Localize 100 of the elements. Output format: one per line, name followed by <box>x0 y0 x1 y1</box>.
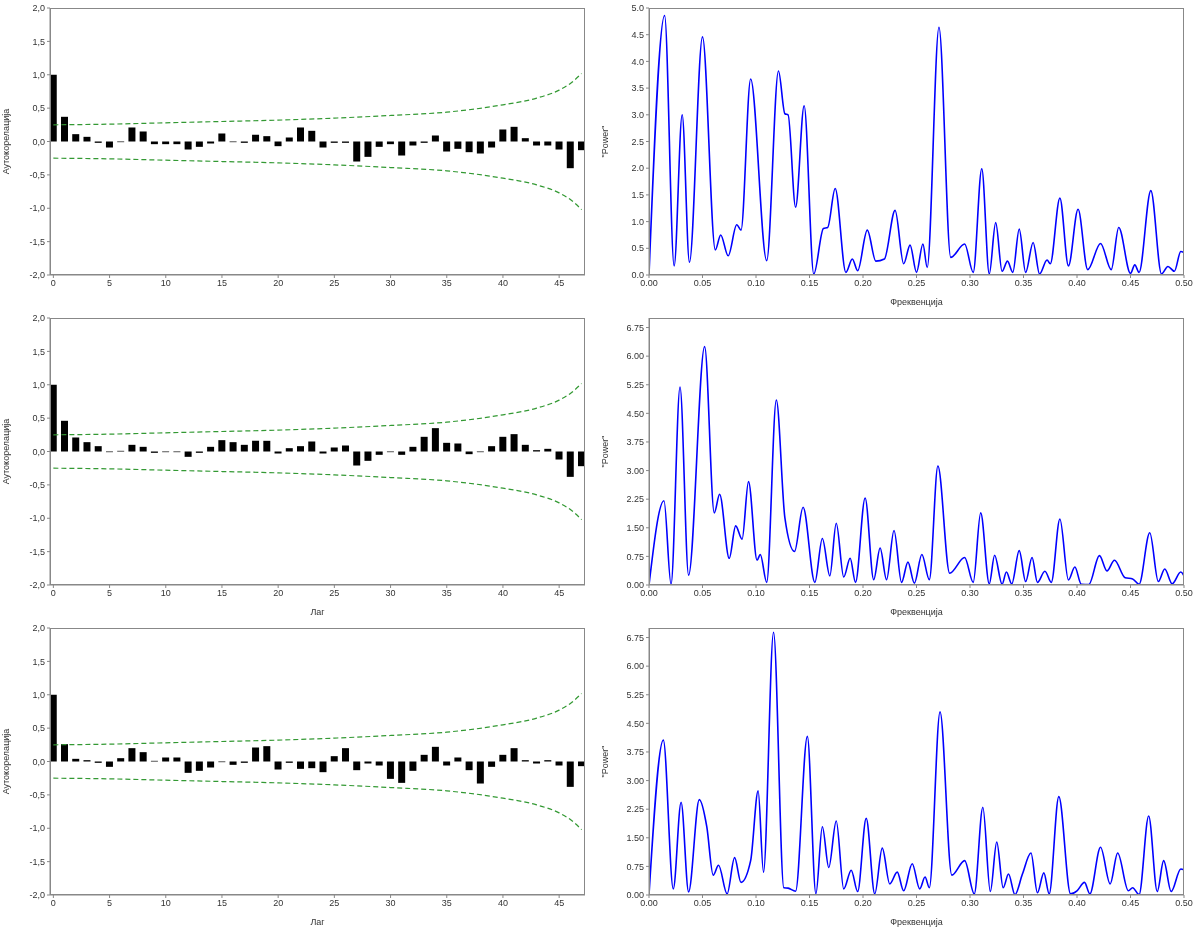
bar <box>533 141 541 146</box>
x-tick-label: 0.20 <box>854 588 872 599</box>
bar <box>297 446 305 452</box>
x-axis-title: Лаг <box>310 607 326 617</box>
bar <box>510 748 518 762</box>
x-tick-label: 10 <box>160 278 171 289</box>
x-axis-title: Лаг <box>310 917 326 927</box>
x-tick-label: 0.00 <box>640 278 658 289</box>
bar <box>353 451 361 466</box>
bar <box>386 761 394 779</box>
bar <box>184 761 192 773</box>
bar <box>488 446 496 452</box>
y-tick-label: 6.75 <box>626 322 644 333</box>
bar <box>229 442 237 452</box>
bar <box>398 761 406 783</box>
line-series <box>52 692 583 746</box>
bar <box>521 138 529 142</box>
bar <box>128 748 136 762</box>
bar <box>72 437 80 452</box>
y-tick-label: 5.0 <box>631 3 644 14</box>
y-tick-label: -2,0 <box>29 580 45 591</box>
y-tick-label: 0.75 <box>626 551 644 562</box>
bar <box>431 746 439 762</box>
bar <box>375 451 383 455</box>
x-tick-label: 0.30 <box>961 588 979 599</box>
x-tick-label: 0.05 <box>693 278 712 289</box>
y-tick-label: 0.00 <box>626 580 644 591</box>
bar <box>443 761 451 766</box>
y-axis-title: Аутокорелација <box>1 728 12 795</box>
y-tick-label: 2.25 <box>626 494 644 505</box>
x-tick-label: 0 <box>50 588 56 599</box>
bar <box>398 451 406 455</box>
bar <box>499 129 507 142</box>
bar <box>476 141 484 154</box>
bar <box>218 440 226 452</box>
y-tick-label: 1.5 <box>631 190 644 201</box>
y-tick-label: 1,5 <box>32 656 45 667</box>
y-tick-label: 3.75 <box>626 747 644 758</box>
y-tick-label: 1,0 <box>32 69 45 80</box>
bar <box>510 434 518 452</box>
line-series <box>52 157 583 211</box>
x-tick-label: 0 <box>50 898 56 909</box>
bar <box>173 757 181 762</box>
x-tick-label: 0.50 <box>1175 278 1193 289</box>
x-tick-label: 40 <box>497 588 508 599</box>
x-tick-label: 15 <box>216 278 227 289</box>
bar <box>510 126 518 142</box>
bar <box>195 761 203 771</box>
x-tick-label: 10 <box>160 898 171 909</box>
y-tick-label: 0.5 <box>631 243 644 254</box>
bar <box>139 446 147 452</box>
bar <box>105 761 113 767</box>
y-tick-label: -1,0 <box>29 823 45 834</box>
bar <box>195 141 203 147</box>
bar <box>184 141 192 150</box>
x-tick-label: 0.25 <box>907 588 926 599</box>
y-tick-label: 3.5 <box>631 83 644 94</box>
bar <box>454 443 462 452</box>
bar <box>319 141 327 148</box>
x-tick-label: 0.00 <box>640 898 658 909</box>
bar <box>454 757 462 762</box>
x-tick-label: 35 <box>441 898 452 909</box>
y-tick-label: 0.75 <box>626 861 644 872</box>
bar <box>375 761 383 766</box>
bar <box>555 451 563 460</box>
bar <box>83 442 91 452</box>
y-tick-label: 4.0 <box>631 56 644 67</box>
y-tick-label: 0.00 <box>626 890 644 901</box>
x-tick-label: 40 <box>497 898 508 909</box>
y-tick-label: 1,5 <box>32 36 45 47</box>
bar <box>60 420 68 452</box>
y-axis-title: Аутокорелација <box>1 418 12 485</box>
bar <box>364 451 372 461</box>
bar <box>454 141 462 149</box>
x-tick-label: 45 <box>554 588 565 599</box>
bar <box>364 761 372 764</box>
bar <box>263 440 271 452</box>
x-tick-label: 0.45 <box>1121 898 1140 909</box>
y-tick-label: 5.25 <box>626 689 644 700</box>
bar <box>364 141 372 157</box>
bar <box>218 133 226 142</box>
x-tick-label: 0.35 <box>1014 278 1033 289</box>
bar <box>263 136 271 142</box>
bar <box>285 448 293 452</box>
x-tick-label: 0.40 <box>1068 278 1086 289</box>
x-tick-label: 0.30 <box>961 898 979 909</box>
y-tick-label: 1,0 <box>32 379 45 390</box>
bar <box>94 446 102 452</box>
bar <box>162 757 170 762</box>
y-tick-label: -1,5 <box>29 546 45 557</box>
bar <box>465 761 473 771</box>
bar <box>263 746 271 762</box>
bar <box>341 445 349 452</box>
y-tick-label: 2.5 <box>631 136 644 147</box>
x-tick-label: 5 <box>107 898 113 909</box>
bar <box>128 444 136 452</box>
y-tick-label: -0,5 <box>29 170 45 181</box>
x-tick-label: 25 <box>329 588 340 599</box>
y-tick-label: 2.25 <box>626 804 644 815</box>
x-tick-label: 35 <box>441 278 452 289</box>
